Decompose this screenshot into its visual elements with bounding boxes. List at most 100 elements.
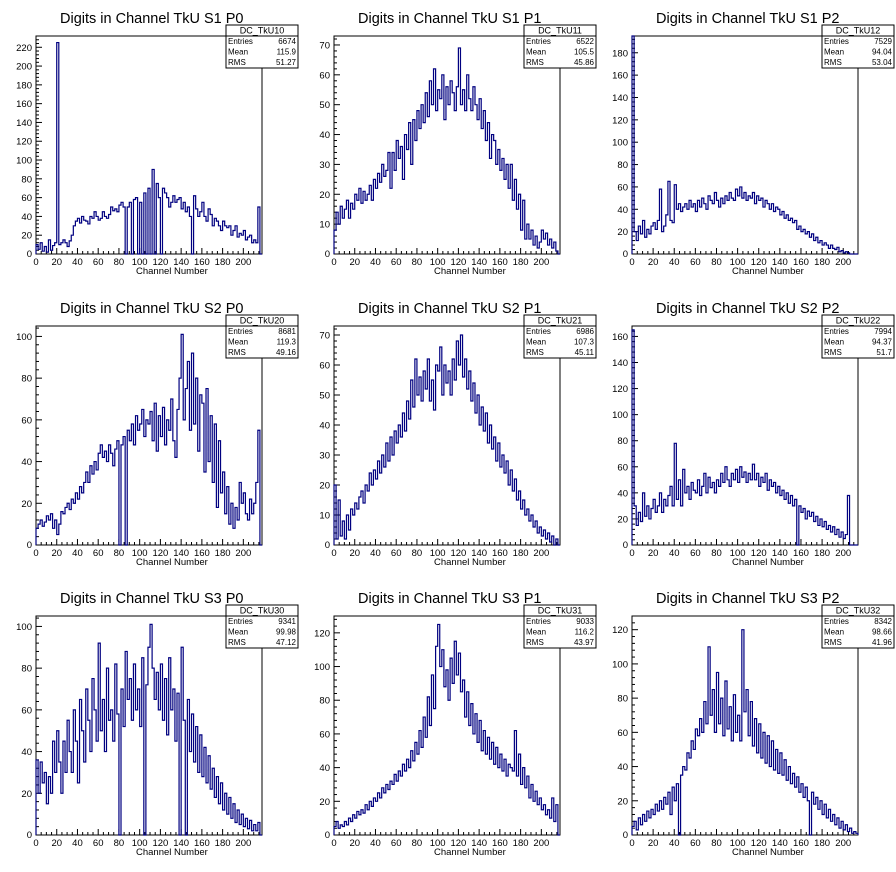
stats-box-frame [225, 604, 299, 649]
x-tick-label: 120 [751, 548, 767, 559]
x-tick-label: 80 [412, 548, 423, 559]
y-tick-label: 200 [16, 62, 32, 73]
stats-label: RMS [228, 58, 246, 67]
y-tick-label: 40 [319, 421, 330, 432]
y-origin-label: 0 [325, 830, 330, 841]
stats-label: Entries [526, 617, 551, 626]
y-tick-label: 10 [319, 220, 330, 231]
stats-value: 43.97 [574, 638, 595, 647]
stats-value: 98.66 [872, 628, 893, 637]
stats-name: DC_TkU31 [538, 606, 583, 616]
y-tick-label: 100 [16, 622, 32, 633]
x-tick-label: 80 [412, 257, 423, 268]
plot-frame [35, 35, 263, 255]
x-tick-label: 200 [235, 838, 251, 849]
stats-label: RMS [824, 58, 842, 67]
x-axis-label: Channel Number [732, 266, 804, 277]
stats-label: Mean [526, 338, 546, 347]
y-tick-label: 40 [21, 457, 32, 468]
histogram-panel: Digits in Channel TkU S1 P0 0 20 40 60 80 100 1… [16, 11, 299, 277]
stats-label: Entries [228, 327, 253, 336]
x-tick-label: 80 [114, 838, 125, 849]
x-tick-label: 180 [513, 838, 529, 849]
histogram-series [631, 629, 859, 836]
x-tick-label: 80 [412, 838, 423, 849]
y-tick-label: 70 [319, 40, 330, 51]
x-tick-label: 60 [690, 257, 701, 268]
x-tick-label: 20 [648, 257, 659, 268]
x-tick-label: 120 [450, 838, 466, 849]
stats-label: RMS [824, 348, 842, 357]
stats-value: 8342 [874, 617, 892, 626]
y-origin-label: 0 [27, 540, 32, 551]
stats-value: 53.04 [872, 58, 893, 67]
x-tick-label: 180 [215, 257, 231, 268]
y-tick-label: 140 [16, 118, 32, 129]
x-tick-label: 20 [51, 548, 62, 559]
y-tick-label: 40 [617, 762, 628, 773]
y-tick-label: 120 [16, 137, 32, 148]
stats-value: 45.11 [575, 348, 595, 357]
y-tick-label: 40 [617, 205, 628, 216]
y-tick-label: 60 [21, 193, 32, 204]
stats-value: 51.27 [276, 58, 297, 67]
x-tick-label: 200 [235, 257, 251, 268]
x-tick-label: 0 [331, 548, 336, 559]
x-tick-label: 140 [471, 257, 487, 268]
stats-label: RMS [526, 348, 544, 357]
stats-label: Entries [228, 37, 253, 46]
x-tick-label: 20 [51, 838, 62, 849]
x-tick-label: 40 [72, 548, 83, 559]
stats-value: 47.12 [276, 638, 297, 647]
y-origin-label: 0 [623, 249, 628, 260]
histogram-panel: Digits in Channel TkU S3 P0 0 20 40 60 80 100 1… [16, 591, 299, 858]
stats-label: RMS [228, 348, 246, 357]
x-tick-label: 180 [215, 548, 231, 559]
chart-title: Digits in Channel TkU S1 P1 [358, 11, 542, 27]
stats-label: Mean [824, 628, 844, 637]
y-tick-label: 30 [319, 451, 330, 462]
stats-label: Entries [824, 617, 849, 626]
x-tick-label: 40 [669, 838, 680, 849]
x-tick-label: 0 [33, 548, 38, 559]
x-tick-label: 40 [669, 257, 680, 268]
y-origin-label: 0 [27, 830, 32, 841]
chart-title: Digits in Channel TkU S2 P2 [656, 301, 840, 317]
x-tick-label: 40 [72, 257, 83, 268]
stats-box-frame [821, 314, 895, 359]
y-tick-label: 80 [21, 664, 32, 675]
y-tick-label: 40 [617, 488, 628, 499]
histogram-panel: Digits in Channel TkU S3 P1 0 20 40 60 80 100 1… [314, 591, 597, 858]
stats-value: 6986 [576, 327, 594, 336]
y-tick-label: 160 [612, 332, 628, 343]
y-tick-label: 20 [21, 231, 32, 242]
x-tick-label: 60 [93, 548, 104, 559]
stats-label: RMS [526, 638, 544, 647]
x-tick-label: 40 [370, 838, 381, 849]
y-tick-label: 120 [612, 625, 628, 636]
x-tick-label: 20 [648, 838, 659, 849]
y-tick-label: 20 [617, 227, 628, 238]
x-tick-label: 0 [33, 838, 38, 849]
stats-name: DC_TkU10 [240, 26, 285, 36]
y-tick-label: 40 [319, 763, 330, 774]
x-tick-label: 140 [772, 838, 788, 849]
chart-title: Digits in Channel TkU S2 P0 [60, 301, 244, 317]
stats-label: Mean [526, 48, 546, 57]
x-tick-label: 180 [513, 257, 529, 268]
y-tick-label: 60 [617, 728, 628, 739]
x-tick-label: 0 [629, 548, 634, 559]
y-tick-label: 10 [319, 511, 330, 522]
stats-box-frame [523, 604, 597, 649]
plot-frame [35, 325, 263, 546]
x-tick-label: 0 [331, 257, 336, 268]
stats-label: Mean [228, 628, 248, 637]
stats-value: 105.5 [574, 48, 595, 57]
